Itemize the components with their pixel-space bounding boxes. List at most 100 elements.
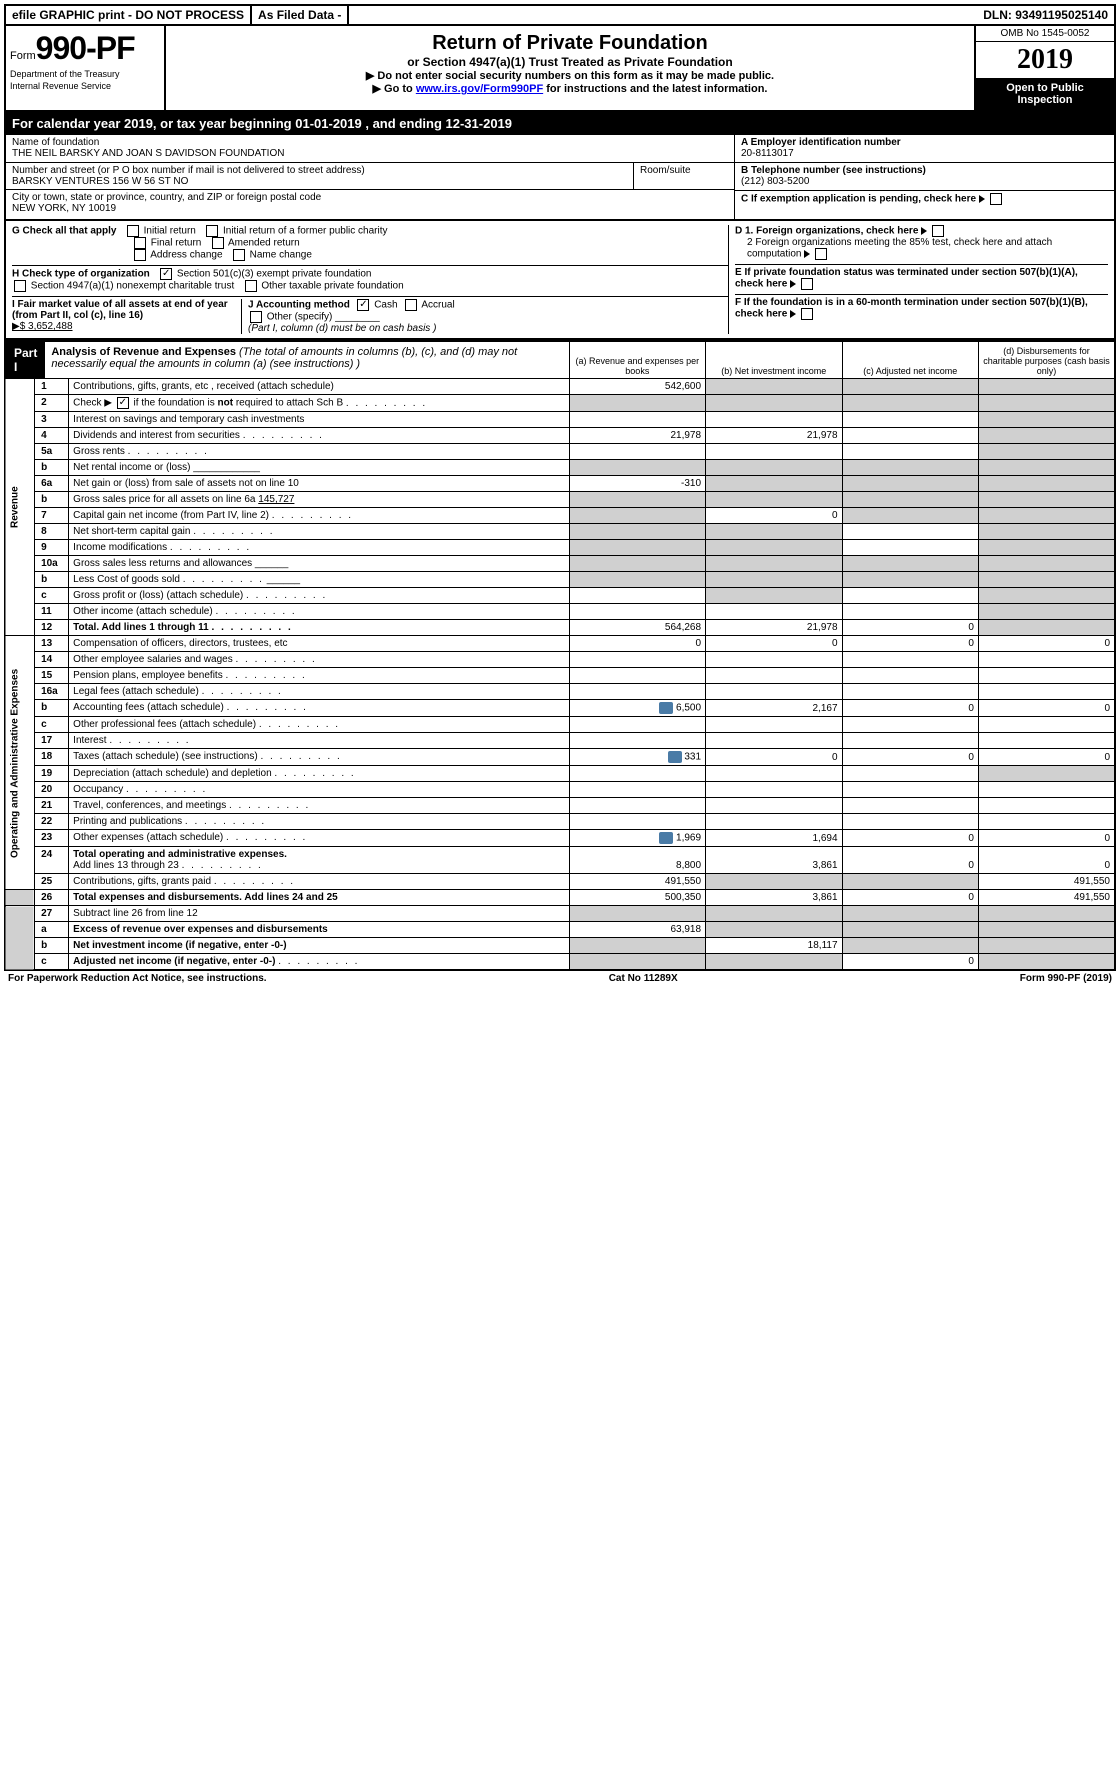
g3-checkbox[interactable] <box>134 237 146 249</box>
col-b-header: (b) Net investment income <box>706 341 842 379</box>
attach-icon[interactable] <box>659 832 673 844</box>
row-num: c <box>35 588 69 604</box>
row-num: 17 <box>35 733 69 749</box>
c-checkbox[interactable] <box>990 193 1002 205</box>
g2-checkbox[interactable] <box>206 225 218 237</box>
g6-checkbox[interactable] <box>233 249 245 261</box>
omb-number: OMB No 1545-0052 <box>976 26 1114 42</box>
row-desc: Gross rents <box>73 446 125 457</box>
row-num: 2 <box>35 395 69 412</box>
table-row: 4Dividends and interest from securities … <box>5 428 1115 444</box>
row-num: b <box>35 572 69 588</box>
form-title: Return of Private Foundation <box>172 32 968 55</box>
table-row: 9 Income modifications <box>5 540 1115 556</box>
row-desc: Legal fees (attach schedule) <box>73 686 199 697</box>
row-num: 23 <box>35 830 69 847</box>
g4-checkbox[interactable] <box>212 237 224 249</box>
arrow-icon <box>790 310 796 318</box>
foundation-name-row: Name of foundation THE NEIL BARSKY AND J… <box>6 135 734 163</box>
attach-icon[interactable] <box>668 751 682 763</box>
row-num: 27 <box>35 906 69 922</box>
row-num: 19 <box>35 766 69 782</box>
cal-begin: 01-01-2019 <box>295 116 362 131</box>
header-left: Form990-PF Department of the Treasury In… <box>6 26 166 110</box>
f-row: F If the foundation is in a 60-month ter… <box>735 294 1108 320</box>
row-desc: Total. Add lines 1 through 11 <box>73 622 209 633</box>
row-desc: Adjusted net income (if negative, enter … <box>73 956 275 967</box>
i-label: I Fair market value of all assets at end… <box>12 299 228 321</box>
j3-label: Other (specify) <box>267 312 333 323</box>
table-row: cOther professional fees (attach schedul… <box>5 717 1115 733</box>
row-desc: Gross profit or (loss) (attach schedule) <box>73 590 243 601</box>
e-row: E If private foundation status was termi… <box>735 264 1108 290</box>
g1-checkbox[interactable] <box>127 225 139 237</box>
table-row: 11Other income (attach schedule) <box>5 604 1115 620</box>
row-val-c: 0 <box>842 954 978 971</box>
table-row: Operating and Administrative Expenses 13… <box>5 636 1115 652</box>
f-label: F If the foundation is in a 60-month ter… <box>735 297 1088 320</box>
row-desc: Gross sales price for all assets on line… <box>73 494 255 505</box>
table-row: b Gross sales price for all assets on lin… <box>5 492 1115 508</box>
irs-link[interactable]: www.irs.gov/Form990PF <box>416 83 543 95</box>
table-row: 14Other employee salaries and wages <box>5 652 1115 668</box>
info-right: A Employer identification number 20-8113… <box>734 135 1114 219</box>
row-num: b <box>35 460 69 476</box>
row-val-c: 0 <box>842 847 978 874</box>
table-row: c Gross profit or (loss) (attach schedule… <box>5 588 1115 604</box>
schb-checkbox[interactable]: ✓ <box>117 397 129 409</box>
table-row: cAdjusted net income (if negative, enter… <box>5 954 1115 971</box>
g6-label: Name change <box>250 250 312 261</box>
row-val-b: 0 <box>706 508 842 524</box>
g5-checkbox[interactable] <box>134 249 146 261</box>
row-num: 26 <box>35 890 69 906</box>
part-title-wrap: Analysis of Revenue and Expenses (The to… <box>45 342 568 378</box>
h3-checkbox[interactable] <box>245 280 257 292</box>
row-num: 6a <box>35 476 69 492</box>
info-block: Name of foundation THE NEIL BARSKY AND J… <box>4 135 1116 221</box>
d1-checkbox[interactable] <box>932 225 944 237</box>
row-val-b: 18,117 <box>706 938 842 954</box>
row-desc: Income modifications <box>73 542 167 553</box>
e-checkbox[interactable] <box>801 278 813 290</box>
row-desc: Net investment income (if negative, ente… <box>73 940 286 951</box>
j2-checkbox[interactable] <box>405 299 417 311</box>
col-a-header: (a) Revenue and expenses per books <box>569 341 705 379</box>
row-val-a: 0 <box>569 636 705 652</box>
h1-checkbox[interactable]: ✓ <box>160 268 172 280</box>
form-note1: ▶ Do not enter social security numbers o… <box>172 69 968 82</box>
row-desc: Less Cost of goods sold <box>73 574 180 585</box>
row-num: 9 <box>35 540 69 556</box>
ein-row: A Employer identification number 20-8113… <box>735 135 1114 163</box>
row-desc: Net gain or (loss) from sale of assets n… <box>69 476 569 492</box>
row-val-b: 3,861 <box>706 890 842 906</box>
table-row: 25Contributions, gifts, grants paid 491,… <box>5 874 1115 890</box>
row-num: b <box>35 492 69 508</box>
j1-checkbox[interactable]: ✓ <box>357 299 369 311</box>
row-val-b: 21,978 <box>706 620 842 636</box>
note2-suffix: for instructions and the latest informat… <box>543 83 767 95</box>
f-checkbox[interactable] <box>801 308 813 320</box>
row-num: 20 <box>35 782 69 798</box>
d2-checkbox[interactable] <box>815 248 827 260</box>
table-row: aExcess of revenue over expenses and dis… <box>5 922 1115 938</box>
h2-label: Section 4947(a)(1) nonexempt charitable … <box>31 281 234 292</box>
h2-checkbox[interactable] <box>14 280 26 292</box>
row-val-c: 0 <box>842 890 978 906</box>
row-num: 10a <box>35 556 69 572</box>
table-row: 5aGross rents <box>5 444 1115 460</box>
row-desc: Taxes (attach schedule) (see instruction… <box>73 751 258 762</box>
row-desc: Contributions, gifts, grants, etc , rece… <box>69 379 569 395</box>
row-val-a: 564,268 <box>569 620 705 636</box>
row-val-a: 1,969 <box>676 833 701 844</box>
j3-checkbox[interactable] <box>250 311 262 323</box>
cal-prefix: For calendar year 2019, or tax year begi… <box>12 116 295 131</box>
check-right: D 1. Foreign organizations, check here 2… <box>728 225 1108 334</box>
header-center: Return of Private Foundation or Section … <box>166 26 974 110</box>
table-row: 10aGross sales less returns and allowanc… <box>5 556 1115 572</box>
dln: DLN: 93491195025140 <box>977 6 1114 24</box>
room-label: Room/suite <box>640 165 728 176</box>
dln-label: DLN: <box>983 8 1012 22</box>
attach-icon[interactable] <box>659 702 673 714</box>
part-label: Part I <box>6 342 45 378</box>
table-row: 22Printing and publications <box>5 814 1115 830</box>
